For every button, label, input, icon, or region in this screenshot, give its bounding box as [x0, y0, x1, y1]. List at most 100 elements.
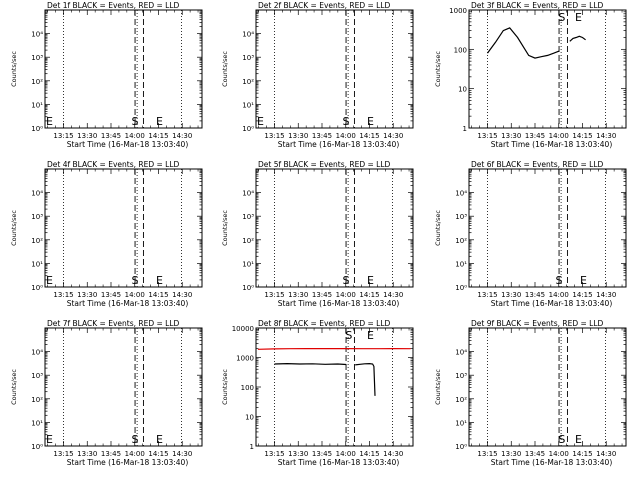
x-tick-label: 13:30 — [501, 450, 521, 458]
y-tick-label: 1 — [250, 443, 254, 451]
y-tick-label: 10 — [245, 414, 254, 422]
x-tick-label: 14:30 — [383, 132, 403, 140]
x-axis-label: Start Time (16-Mar-18 13:03:40) — [491, 299, 613, 308]
x-tick-label: 13:30 — [288, 291, 308, 299]
y-tick-label: 10³ — [455, 372, 467, 380]
x-tick-label: 13:30 — [77, 132, 97, 140]
y-tick-label: 10⁴ — [31, 190, 43, 198]
y-tick-label: 10² — [455, 237, 467, 245]
y-axis-label: Counts/sec — [221, 369, 229, 405]
x-tick-label: 14:15 — [359, 291, 379, 299]
start-marker: S — [345, 329, 352, 342]
y-tick-label: 10⁰ — [455, 443, 467, 451]
y-tick-label: 1 — [463, 125, 467, 133]
x-tick-label: 14:30 — [596, 291, 616, 299]
y-tick-label: 10000 — [232, 325, 254, 333]
panel-7: Det 7f BLACK = Events, RED = LLD 10⁰ 10¹ 10… — [10, 319, 203, 467]
y-tick-label: 10³ — [31, 372, 43, 380]
x-tick-label: 14:15 — [572, 450, 592, 458]
end-marker: E — [367, 115, 374, 128]
panel-4: Det 4f BLACK = Events, RED = LLD 10⁰ 10¹ 10… — [10, 160, 203, 308]
x-tick-label: 14:15 — [148, 450, 168, 458]
x-tick-label: 14:15 — [148, 132, 168, 140]
panel-1: Det 1f BLACK = Events, RED = LLD 10⁰ 10¹ 10… — [10, 1, 203, 149]
y-tick-label: 10⁰ — [242, 125, 254, 133]
panel-title: Det 8f BLACK = Events, RED = LLD — [258, 319, 391, 328]
x-tick-label: 14:00 — [125, 291, 145, 299]
start-marker: S — [132, 433, 139, 446]
y-tick-label: 10⁴ — [455, 349, 467, 357]
y-tick-label: 10³ — [31, 213, 43, 221]
start-marker: S — [558, 433, 565, 446]
panel-2: Det 2f BLACK = Events, RED = LLD 10⁰ 10¹ 10… — [221, 1, 414, 149]
x-tick-label: 14:30 — [596, 132, 616, 140]
start-marker: S — [132, 274, 139, 287]
y-tick-label: 10⁰ — [31, 443, 43, 451]
end-marker-left: E — [46, 433, 53, 446]
panel-title: Det 3f BLACK = Events, RED = LLD — [471, 1, 604, 10]
series-events-2 — [274, 362, 347, 366]
x-tick-label: 13:45 — [312, 450, 332, 458]
x-tick-label: 13:30 — [501, 132, 521, 140]
end-marker: E — [575, 11, 582, 24]
end-marker: E — [575, 433, 582, 446]
y-tick-label: 10³ — [242, 213, 254, 221]
end-marker-left: E — [46, 274, 53, 287]
y-tick-label: 10⁴ — [31, 349, 43, 357]
x-tick-label: 14:00 — [125, 450, 145, 458]
x-tick-label: 14:30 — [172, 450, 192, 458]
plot-frame — [255, 327, 414, 447]
plot-frame — [255, 9, 414, 129]
x-tick-label: 13:15 — [264, 132, 284, 140]
panel-5: Det 5f BLACK = Events, RED = LLD 10⁰ 10¹ 10… — [221, 160, 414, 308]
y-tick-label: 10⁰ — [455, 284, 467, 292]
x-tick-label: 13:45 — [525, 450, 545, 458]
y-tick-label: 10³ — [31, 54, 43, 62]
x-tick-label: 14:00 — [549, 450, 569, 458]
x-tick-label: 14:00 — [336, 291, 356, 299]
x-axis-label: Start Time (16-Mar-18 13:03:40) — [67, 140, 189, 149]
x-tick-label: 14:15 — [572, 132, 592, 140]
end-marker: E — [367, 329, 374, 342]
series-lld-1 — [257, 347, 411, 350]
y-axis-label: Counts/sec — [10, 51, 18, 87]
x-tick-label: 13:15 — [477, 132, 497, 140]
end-marker-left: E — [46, 115, 53, 128]
y-tick-label: 10³ — [455, 213, 467, 221]
x-axis-label: Start Time (16-Mar-18 13:03:40) — [491, 140, 613, 149]
x-tick-label: 14:15 — [359, 132, 379, 140]
x-tick-label: 13:45 — [101, 132, 121, 140]
x-tick-label: 13:30 — [288, 132, 308, 140]
x-tick-label: 13:30 — [501, 291, 521, 299]
x-tick-label: 13:15 — [264, 291, 284, 299]
x-tick-label: 14:30 — [596, 450, 616, 458]
x-tick-label: 13:15 — [53, 132, 73, 140]
y-tick-label: 10³ — [242, 54, 254, 62]
y-axis-label: Counts/sec — [221, 210, 229, 246]
panel-title: Det 5f BLACK = Events, RED = LLD — [258, 160, 391, 169]
y-tick-label: 10⁰ — [242, 284, 254, 292]
panel-8: Det 8f BLACK = Events, RED = LLD 1 10 100 10… — [221, 319, 414, 467]
y-tick-label: 10¹ — [455, 419, 467, 427]
x-tick-label: 13:15 — [53, 450, 73, 458]
panel-9: Det 9f BLACK = Events, RED = LLD 10⁰ 10¹ 10… — [434, 319, 627, 467]
plot-frame — [255, 168, 414, 288]
panel-title: Det 4f BLACK = Events, RED = LLD — [47, 160, 180, 169]
x-tick-label: 13:45 — [525, 291, 545, 299]
y-tick-label: 1000 — [236, 355, 254, 363]
end-marker: E — [367, 274, 374, 287]
y-axis-label: Counts/sec — [10, 369, 18, 405]
y-tick-label: 100 — [454, 46, 467, 54]
y-tick-label: 100 — [241, 384, 254, 392]
y-tick-label: 10² — [242, 78, 254, 86]
y-tick-label: 1000 — [449, 7, 467, 15]
x-tick-label: 13:30 — [77, 291, 97, 299]
x-tick-label: 13:30 — [77, 450, 97, 458]
start-marker: S — [556, 274, 563, 287]
series-events-3 — [355, 362, 376, 396]
x-axis-label: Start Time (16-Mar-18 13:03:40) — [278, 299, 400, 308]
end-marker: E — [156, 433, 163, 446]
y-tick-label: 10¹ — [242, 260, 254, 268]
end-marker: E — [156, 115, 163, 128]
